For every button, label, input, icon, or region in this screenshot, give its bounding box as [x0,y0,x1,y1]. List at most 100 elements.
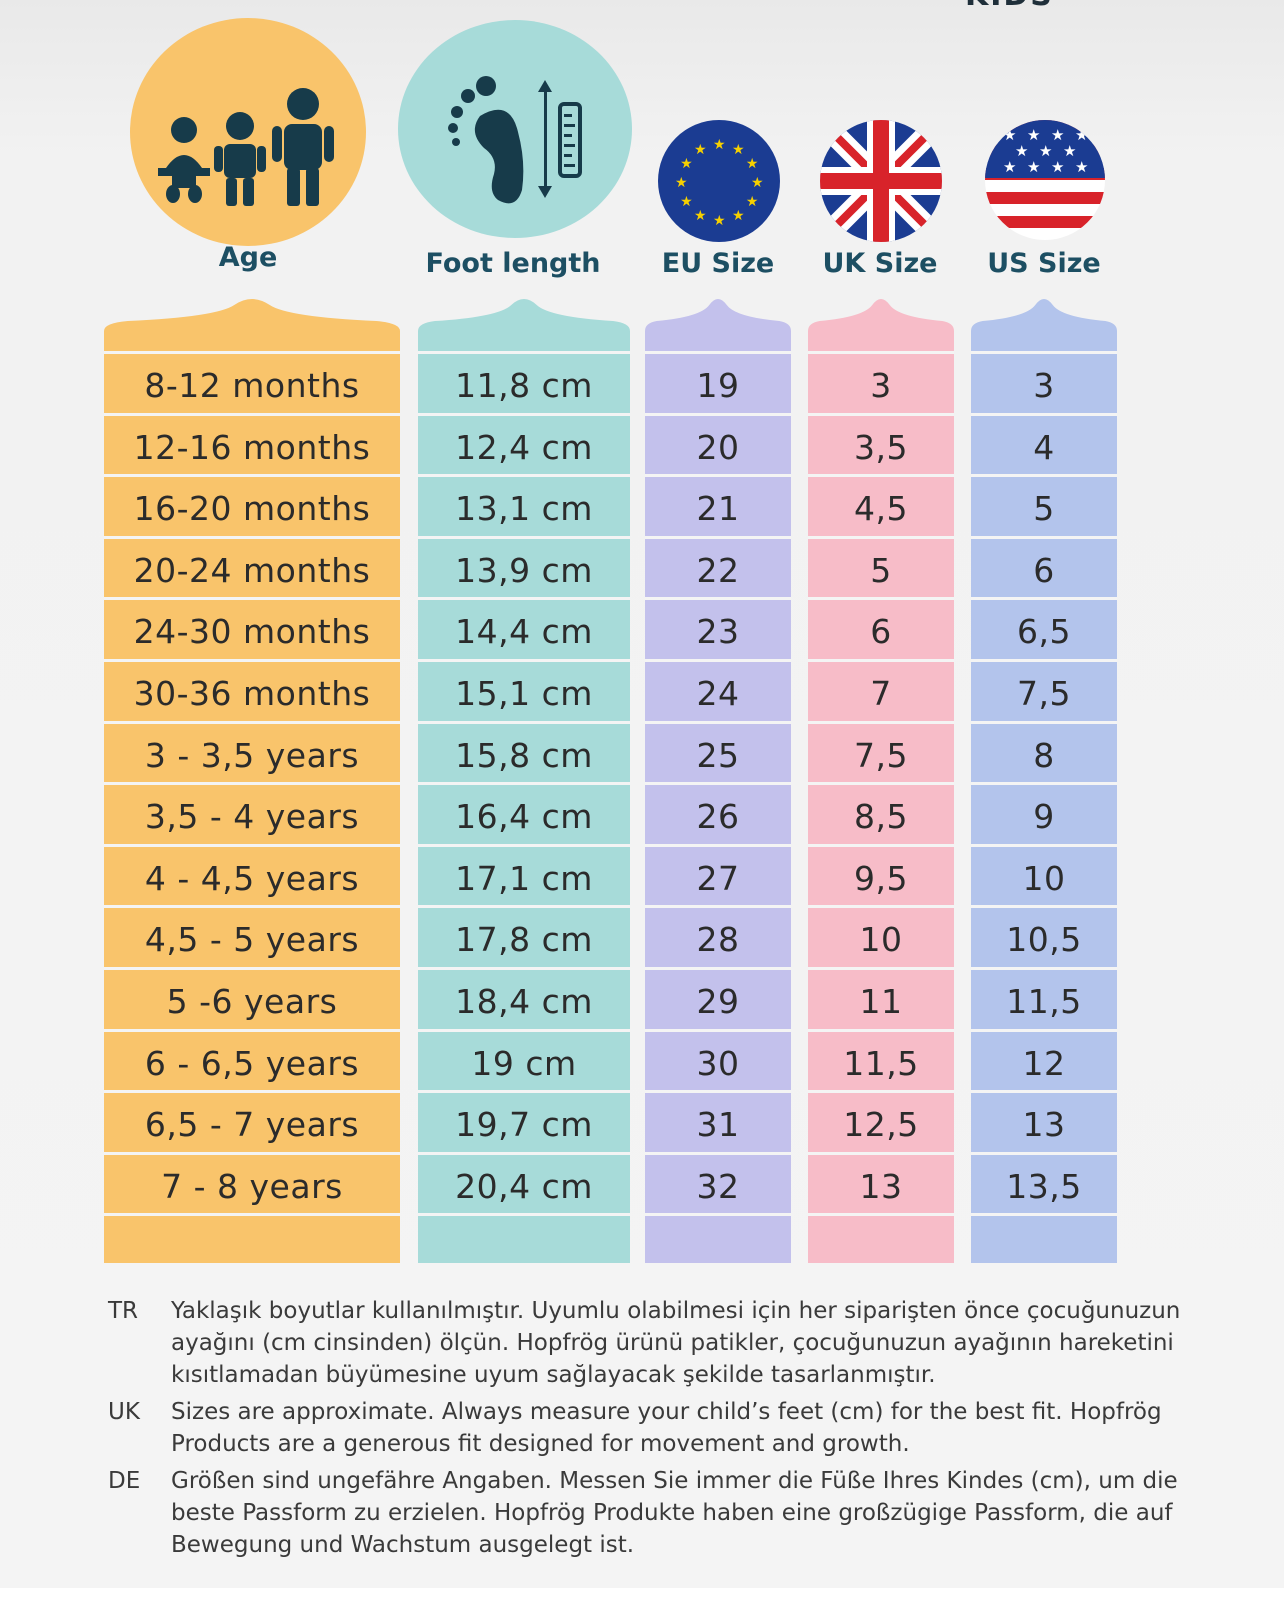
table-cell-eu: 31 [696,1105,740,1145]
svg-text:★: ★ [1051,126,1064,144]
table-cell-eu: 23 [696,612,740,652]
table-cell-uk: 11,5 [843,1043,919,1083]
table-cell-us: 12 [1022,1043,1066,1083]
foot-icon-circle [398,20,632,238]
notes-section: TR Yaklaşık boyutlar kullanılmıştır. Uyu… [108,1295,1218,1566]
row-divider [971,412,1117,416]
note-de: DE Größen sind ungefähre Angaben. Messen… [108,1465,1218,1561]
note-code: DE [108,1468,141,1494]
header-foot-length: Foot length [425,248,601,279]
row-divider [645,1090,791,1094]
table-cell-uk: 3 [870,366,892,405]
row-divider [104,967,400,970]
uk-flag-circle [820,120,942,242]
note-text: Sizes are approximate. Always measure yo… [171,1399,1162,1457]
column-body [645,355,791,1263]
svg-text:★: ★ [1027,126,1040,144]
row-divider [808,782,954,786]
table-cell-uk: 13 [859,1166,903,1206]
row-divider [971,720,1117,724]
table-cell-us: 4 [1033,427,1055,467]
row-divider [808,659,954,662]
table-cell-us: 13,5 [1006,1166,1082,1206]
row-divider [418,597,630,601]
table-cell-eu: 20 [696,427,740,467]
row-divider [971,535,1117,539]
row-divider [418,412,630,416]
table-cell-foot: 19,7 cm [455,1105,593,1145]
table-cell-uk: 8,5 [854,797,908,837]
row-divider [971,659,1117,662]
svg-text:★: ★ [675,175,688,191]
children-group-icon [158,88,334,206]
svg-text:★: ★ [680,194,693,210]
table-cell-us: 13 [1022,1105,1066,1145]
row-divider [971,1090,1117,1094]
row-divider [645,535,791,539]
eu-flag-icon: ★ ★★★★★★★★★★★ [675,137,764,229]
svg-text:★: ★ [680,156,693,172]
column-body [808,355,954,1263]
row-divider [418,782,630,786]
row-divider [418,1028,630,1032]
table-cell-eu: 29 [696,982,740,1021]
table-cell-age: 24-30 months [133,612,371,652]
row-divider [808,474,954,478]
table-cell-age: 12-16 months [133,427,371,467]
row-divider [418,535,630,539]
table-cell-us: 10 [1022,858,1066,898]
table-cell-us: 6 [1033,550,1055,590]
svg-text:★: ★ [1015,142,1028,160]
table-cell-foot: 18,4 cm [455,982,593,1021]
row-divider [104,597,400,601]
row-divider [104,905,400,909]
table-cell-age: 5 -6 years [166,982,338,1021]
note-text: Größen sind ungefähre Angaben. Messen Si… [171,1468,1178,1558]
svg-text:★: ★ [746,156,759,172]
svg-text:★: ★ [1027,158,1040,176]
column-body [104,355,400,1263]
column-cap [645,295,791,367]
row-divider [104,659,400,662]
note-tr: TR Yaklaşık boyutlar kullanılmıştır. Uyu… [108,1295,1218,1391]
row-divider [808,720,954,724]
us-flag-icon: ★ ★ ★ ★ ★ ★ ★ ★ ★ ★ ★ [985,120,1105,240]
row-divider [104,720,400,724]
svg-text:★: ★ [1075,158,1088,176]
row-divider [104,782,400,786]
row-divider [418,720,630,724]
row-divider [418,659,630,662]
table-cell-us: 6,5 [1017,612,1071,652]
row-divider [971,967,1117,970]
row-divider [645,351,791,354]
table-cell-eu: 22 [696,550,740,590]
row-divider [645,474,791,478]
table-cell-age: 3,5 - 4 years [144,797,360,837]
table-cell-foot: 15,8 cm [455,735,593,775]
table-cell-us: 9 [1033,797,1055,837]
table-cell-uk: 4,5 [854,489,908,529]
row-divider [104,474,400,478]
column-uk-size: 3 3,5 4,5 5 6 7 7,5 8,5 9,5 10 11 11,5 12,5 13 [808,295,954,1263]
uk-flag-icon [820,120,942,242]
table-cell-age: 30-36 months [133,674,371,713]
header-us-size: US Size [987,248,1101,279]
row-divider [418,1213,630,1217]
row-divider [971,351,1117,354]
table-cell-us: 8 [1033,735,1055,775]
table-cell-uk: 10 [859,920,903,960]
table-cell-age: 3 - 3,5 years [144,735,360,775]
column-us-size: 3 4 5 6 6,5 7,5 8 9 10 10,5 11,5 12 13 13,5 [971,295,1117,1263]
row-divider [971,905,1117,909]
table-cell-uk: 3,5 [854,427,908,467]
header-age: Age [218,242,278,273]
svg-text:★: ★ [694,142,707,158]
table-cell-foot: 16,4 cm [455,797,593,837]
table-cell-age: 4 - 4,5 years [144,858,360,898]
table-cell-uk: 5 [870,550,892,590]
note-code: UK [108,1399,140,1425]
age-icon-circle [130,18,366,246]
column-eu-size: 19 20 21 22 23 24 25 26 27 28 29 30 31 32 [645,295,791,1263]
footprint-ruler-icon [448,76,582,204]
row-divider [808,967,954,970]
